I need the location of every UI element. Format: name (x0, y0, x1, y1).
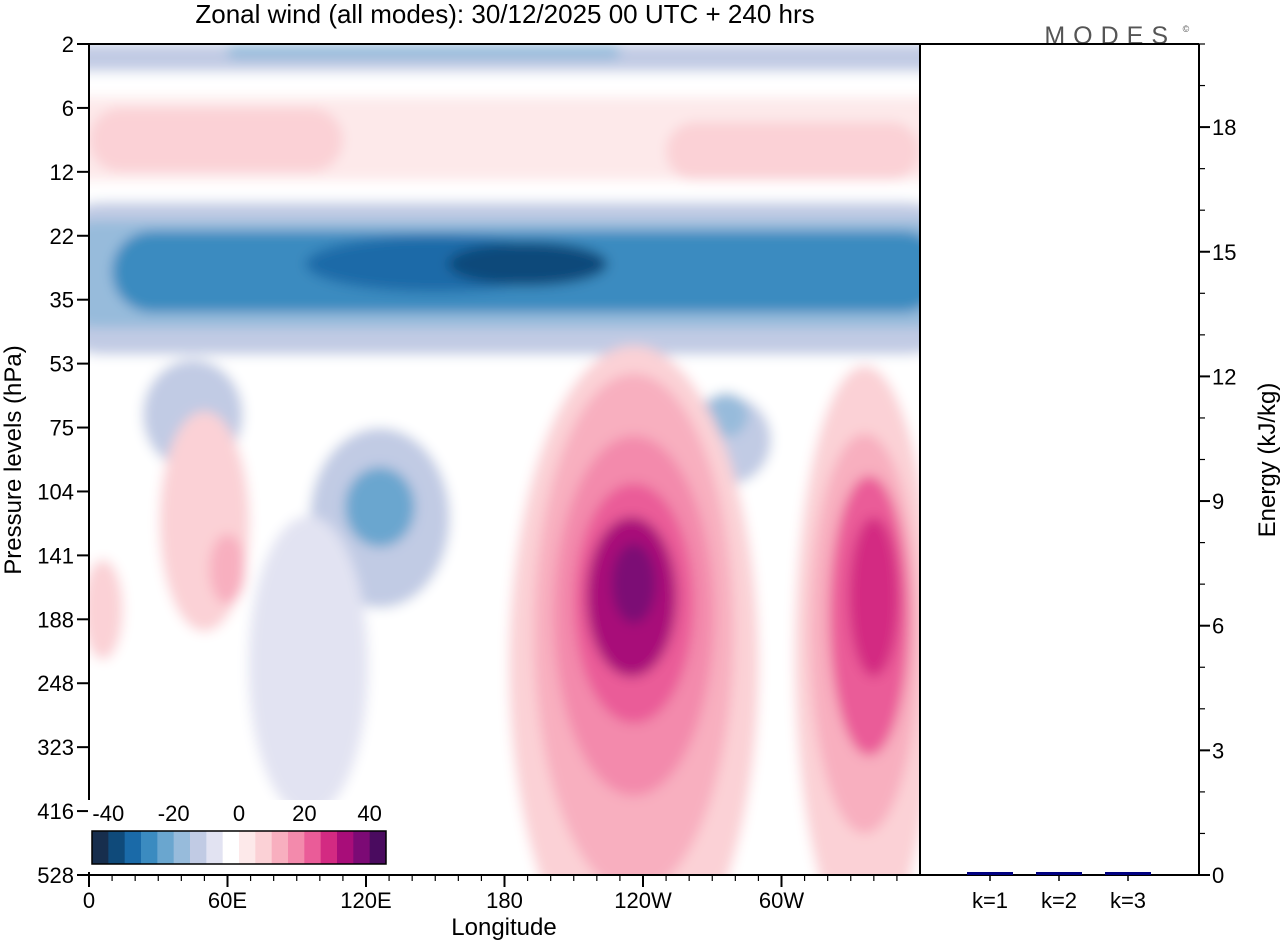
pressure-tick-label: 528 (37, 863, 74, 888)
colorbar-swatch (108, 831, 126, 864)
colorbar-swatch (353, 831, 371, 864)
y-axis-label: Pressure levels (hPa) (0, 345, 27, 574)
map-panel (88, 43, 921, 876)
pressure-tick-label: 22 (50, 224, 74, 249)
colorbar-label: -40 (92, 801, 124, 826)
colorbar-swatch (239, 831, 256, 864)
colorbar-swatch (92, 831, 109, 864)
pressure-tick-label: 35 (50, 288, 74, 313)
energy-bar (1105, 872, 1151, 875)
field-westerly-core (611, 543, 656, 624)
colorbar-label: -20 (158, 801, 190, 826)
colorbar-label: 40 (357, 801, 381, 826)
energy-tick-label: 12 (1212, 364, 1236, 389)
pressure-tick-label: 2 (62, 32, 74, 57)
colorbar-swatch (337, 831, 354, 864)
colorbar-swatch (206, 831, 224, 864)
pressure-tick-label: 141 (37, 543, 74, 568)
longitude-axis: 0 60E 120E 180 120W 60W (83, 875, 898, 913)
pressure-tick-label: 6 (62, 96, 74, 121)
field-band-strat-westerly-core (666, 122, 920, 181)
field-westerly-patch (209, 534, 246, 605)
energy-bars: 0 3 6 9 12 15 18 k=1 k=2 k=3 (967, 43, 1236, 913)
energy-tick-label: 9 (1212, 489, 1224, 514)
colorbar-swatch (320, 831, 338, 864)
colorbar-swatch (271, 831, 289, 864)
pressure-axis: 2 6 12 22 35 53 75 104 141 188 248 323 416 528 (37, 32, 89, 888)
field-band-strat-westerly-core (89, 107, 343, 172)
pressure-tick-label: 416 (37, 799, 74, 824)
longitude-tick-label: 0 (83, 888, 95, 913)
colorbar-swatch (190, 831, 207, 864)
pressure-tick-label: 12 (50, 160, 74, 185)
colorbar-label: 0 (233, 801, 245, 826)
energy-tick-label: 0 (1212, 863, 1224, 888)
colorbar-swatch (157, 831, 175, 864)
chart-title: Zonal wind (all modes): 30/12/2025 00 UT… (195, 0, 814, 29)
longitude-tick-label: 60E (208, 888, 247, 913)
energy-tick-label: 3 (1212, 738, 1224, 763)
logo-mark: © (1183, 24, 1190, 34)
field-easterly-core (344, 467, 415, 548)
colorbar-swatch (222, 831, 240, 864)
logo-text: MODES (1044, 22, 1176, 50)
energy-panel: 0 3 6 9 12 15 18 k=1 k=2 k=3 (920, 43, 1236, 913)
pressure-tick-label: 188 (37, 607, 74, 632)
energy-tick-label: 15 (1212, 240, 1236, 265)
energy-tick-label: 6 (1212, 614, 1224, 639)
energy-tick-label: 18 (1212, 115, 1236, 140)
field-westerly-patch (89, 559, 123, 660)
colorbar-swatch (304, 831, 322, 864)
colorbar-swatch (173, 831, 191, 864)
longitude-tick-label: 180 (486, 888, 523, 913)
field-band-top-core (227, 44, 620, 60)
field-easterly-tongue (248, 515, 369, 816)
pressure-tick-label: 323 (37, 735, 74, 760)
colorbar-frame (91, 830, 387, 865)
colorbar-swatch (255, 831, 273, 864)
energy-category-label: k=1 (972, 888, 1008, 913)
pressure-tick-label: 53 (50, 352, 74, 377)
colorbar-swatch (369, 831, 387, 864)
energy-category-label: k=3 (1110, 888, 1146, 913)
colorbar-swatch (288, 831, 305, 864)
colorbar: -40 -20 0 20 40 (88, 800, 390, 872)
colorbar-label: 20 (292, 801, 316, 826)
pressure-tick-label: 75 (50, 416, 74, 441)
longitude-tick-label: 120E (340, 888, 391, 913)
energy-axis-label: Energy (kJ/kg) (1254, 383, 1280, 538)
energy-category-label: k=2 (1041, 888, 1077, 913)
wind-field-bands (89, 44, 920, 875)
pressure-tick-label: 104 (37, 479, 74, 504)
colorbar-swatch (124, 831, 142, 864)
modes-logo: MODES © (1044, 22, 1189, 50)
pressure-tick-label: 248 (37, 671, 74, 696)
energy-bar (967, 872, 1013, 875)
field-jet-core (447, 241, 608, 286)
longitude-tick-label: 120W (614, 888, 672, 913)
colorbar-swatch (141, 831, 158, 864)
field-westerly2-core (848, 516, 899, 677)
wind-field (89, 44, 920, 875)
longitude-tick-label: 60W (759, 888, 804, 913)
x-axis-label: Longitude (451, 914, 556, 941)
energy-bar (1036, 872, 1082, 875)
